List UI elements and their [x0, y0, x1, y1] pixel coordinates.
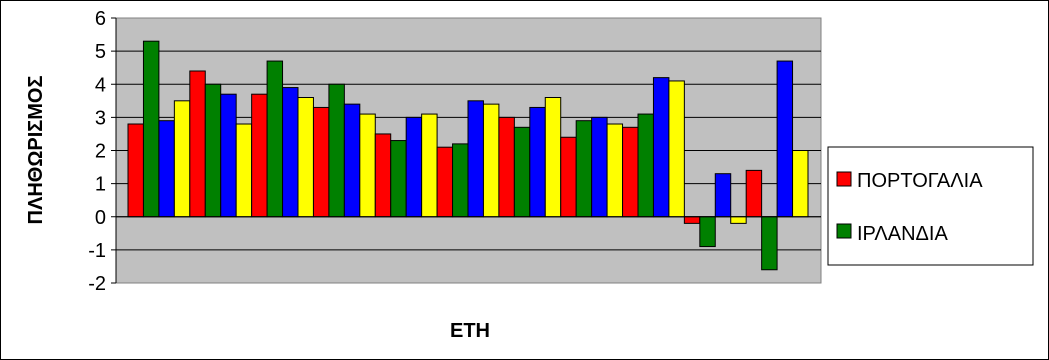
bar: [220, 93, 237, 218]
bar: [668, 80, 685, 218]
bar: [374, 133, 392, 218]
bar: [482, 103, 500, 218]
bar: [792, 150, 809, 218]
bar: [529, 106, 546, 218]
bar: [312, 106, 330, 218]
bar: [328, 83, 345, 218]
bar: [189, 70, 206, 218]
legend-swatch-ireland: [836, 223, 852, 239]
legend-label-portugal: ΠΟΡΤΟΓΑΛΙΑ: [857, 170, 983, 192]
bar: [699, 216, 716, 248]
bar: [436, 146, 454, 218]
bar: [251, 93, 268, 218]
bar: [683, 216, 701, 224]
bar: [761, 216, 778, 271]
bar: [297, 97, 314, 218]
bar: [266, 60, 284, 218]
bar: [390, 140, 407, 218]
bar: [204, 83, 222, 218]
bar: [127, 123, 144, 218]
bar: [498, 116, 515, 218]
legend-swatch-portugal: [836, 171, 852, 187]
bar: [544, 97, 562, 218]
y-tick-label: -1: [88, 240, 106, 262]
bar: [776, 60, 794, 218]
y-axis-ticks: 6 5 4 3 2 1 0 -1 -2: [88, 8, 116, 295]
y-tick-label: 6: [95, 8, 106, 30]
bar: [714, 173, 732, 218]
bar: [637, 113, 654, 218]
y-tick-label: 2: [95, 141, 106, 163]
legend: ΠΟΡΤΟΓΑΛΙΑ ΙΡΛΑΝΔΙΑ: [827, 146, 1034, 266]
bar: [452, 143, 469, 218]
bar: [235, 123, 253, 218]
y-tick-label: 1: [95, 174, 106, 196]
bar: [142, 40, 160, 218]
bar: [622, 126, 639, 218]
bars: [127, 40, 809, 271]
bar: [421, 113, 438, 218]
bar: [575, 120, 593, 218]
bar: [467, 100, 484, 218]
legend-label-ireland: ΙΡΛΑΝΔΙΑ: [857, 223, 948, 245]
bar: [359, 113, 376, 218]
bar: [652, 77, 670, 218]
bar: [158, 120, 175, 218]
y-tick-label: 3: [95, 107, 106, 129]
bar: [591, 116, 608, 218]
bar: [745, 169, 763, 218]
y-axis-title: ΠΛΗΘΩΡΙΣΜΟΣ: [25, 76, 47, 225]
y-tick-label: 4: [95, 74, 106, 96]
bar: [173, 100, 191, 218]
bar: [282, 87, 299, 218]
legend-box: [827, 146, 1034, 266]
y-tick-label: -2: [88, 273, 106, 295]
y-tick-label: 5: [95, 41, 106, 63]
bar: [730, 216, 747, 224]
bar: [405, 116, 423, 218]
bar: [560, 136, 577, 218]
x-axis-title: ΕΤΗ: [450, 320, 490, 342]
y-tick-label: 0: [95, 207, 106, 229]
bar: [513, 126, 531, 218]
bar: [606, 123, 624, 218]
bar: [343, 103, 361, 218]
